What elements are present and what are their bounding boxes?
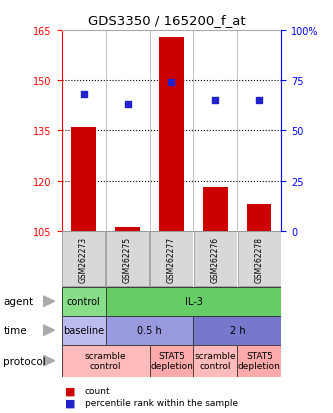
Text: ■: ■ bbox=[65, 398, 76, 408]
Bar bbox=[72, 128, 96, 231]
Bar bbox=[203, 188, 227, 231]
Bar bbox=[247, 204, 271, 231]
Text: agent: agent bbox=[3, 297, 33, 306]
Text: count: count bbox=[85, 386, 111, 395]
Polygon shape bbox=[43, 296, 55, 307]
Point bbox=[81, 92, 86, 98]
Polygon shape bbox=[43, 325, 55, 336]
Text: scramble
control: scramble control bbox=[194, 351, 236, 370]
Text: GDS3350 / 165200_f_at: GDS3350 / 165200_f_at bbox=[88, 14, 245, 27]
Point bbox=[213, 98, 218, 104]
Point bbox=[169, 80, 174, 86]
Bar bbox=[160, 38, 183, 231]
Text: GSM262278: GSM262278 bbox=[255, 236, 264, 282]
Text: 0.5 h: 0.5 h bbox=[137, 325, 162, 335]
Text: IL-3: IL-3 bbox=[184, 297, 202, 306]
Polygon shape bbox=[43, 356, 55, 366]
Text: GSM262276: GSM262276 bbox=[211, 236, 220, 282]
Point bbox=[125, 102, 130, 108]
Text: GSM262277: GSM262277 bbox=[167, 236, 176, 282]
Text: STAT5
depletion: STAT5 depletion bbox=[150, 351, 193, 370]
Text: ■: ■ bbox=[65, 385, 76, 395]
Text: GSM262275: GSM262275 bbox=[123, 236, 132, 282]
Text: baseline: baseline bbox=[63, 325, 104, 335]
Text: 2 h: 2 h bbox=[230, 325, 245, 335]
Text: percentile rank within the sample: percentile rank within the sample bbox=[85, 398, 238, 407]
Point bbox=[257, 98, 262, 104]
Text: time: time bbox=[3, 325, 27, 335]
Bar bbox=[116, 228, 140, 231]
Text: scramble
control: scramble control bbox=[85, 351, 127, 370]
Text: GSM262273: GSM262273 bbox=[79, 236, 88, 282]
Text: control: control bbox=[67, 297, 101, 306]
Text: protocol: protocol bbox=[3, 356, 46, 366]
Text: STAT5
depletion: STAT5 depletion bbox=[238, 351, 281, 370]
